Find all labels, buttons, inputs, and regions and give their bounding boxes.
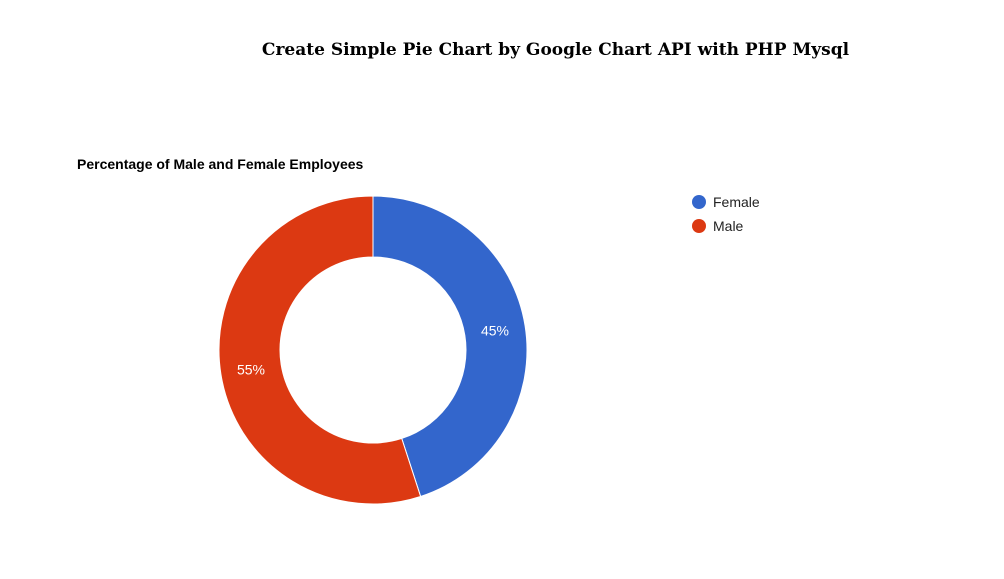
pie-slice-male bbox=[218, 195, 422, 505]
legend-item-female: Female bbox=[692, 194, 760, 210]
legend-label-male: Male bbox=[713, 218, 744, 234]
page-heading: Create Simple Pie Chart by Google Chart … bbox=[261, 40, 850, 60]
chart-title: Percentage of Male and Female Employees bbox=[77, 156, 364, 172]
slice-label-male: 55% bbox=[237, 361, 265, 377]
pie-slice-labels: 45% 55% bbox=[237, 323, 509, 378]
pie-slice-female bbox=[372, 195, 528, 498]
chart-legend: Female Male bbox=[692, 194, 760, 234]
legend-swatch-female bbox=[692, 195, 706, 209]
slice-label-female: 45% bbox=[481, 323, 509, 339]
pie-slices bbox=[218, 195, 528, 505]
legend-label-female: Female bbox=[713, 194, 760, 210]
legend-item-male: Male bbox=[692, 218, 744, 234]
legend-swatch-male bbox=[692, 219, 706, 233]
